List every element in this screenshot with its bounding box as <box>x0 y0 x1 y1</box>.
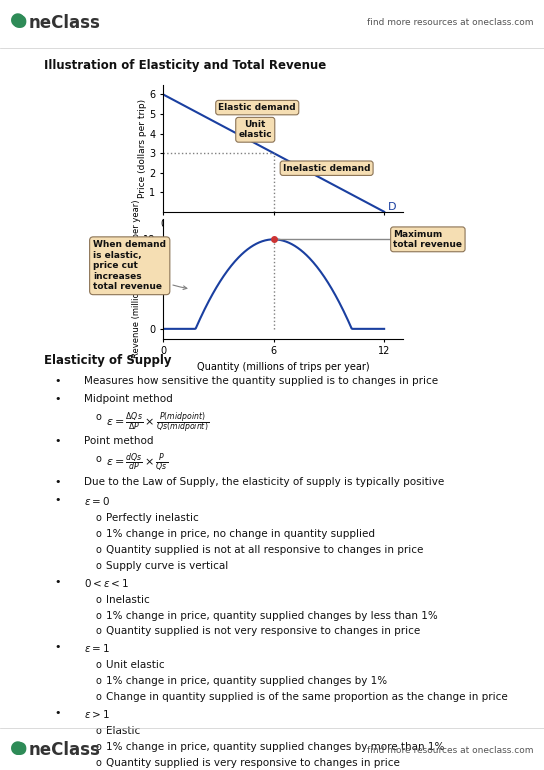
Text: When demand
is elastic,
price cut
increases
total revenue: When demand is elastic, price cut increa… <box>93 240 187 291</box>
Text: O: O <box>11 742 26 759</box>
Text: o: o <box>95 561 101 571</box>
Text: neClass: neClass <box>29 14 101 32</box>
Text: Midpoint method: Midpoint method <box>84 394 173 404</box>
Text: •: • <box>54 477 61 487</box>
Text: o: o <box>95 742 101 752</box>
Text: o: o <box>95 726 101 736</box>
Text: Point method: Point method <box>84 436 154 446</box>
X-axis label: Quantity (millions of trips per year): Quantity (millions of trips per year) <box>196 362 369 372</box>
Text: Unit
elastic: Unit elastic <box>238 120 272 139</box>
Text: Illustration of Elasticity and Total Revenue: Illustration of Elasticity and Total Rev… <box>44 59 326 72</box>
Text: ●: ● <box>10 739 26 757</box>
Text: ●: ● <box>10 11 26 29</box>
Text: o: o <box>95 529 101 539</box>
Text: Elastic demand: Elastic demand <box>219 103 296 112</box>
Text: Elastic: Elastic <box>106 726 140 736</box>
Text: o: o <box>95 545 101 555</box>
Text: Measures how sensitive the quantity supplied is to changes in price: Measures how sensitive the quantity supp… <box>84 376 438 386</box>
Text: Inelastic demand: Inelastic demand <box>283 164 370 172</box>
Text: Due to the Law of Supply, the elasticity of supply is typically positive: Due to the Law of Supply, the elasticity… <box>84 477 444 487</box>
Y-axis label: Price (dollars per trip): Price (dollars per trip) <box>138 99 146 198</box>
Text: $0 < \varepsilon < 1$: $0 < \varepsilon < 1$ <box>84 577 129 588</box>
Text: 1% change in price, quantity supplied changes by 1%: 1% change in price, quantity supplied ch… <box>106 676 387 686</box>
Text: $\varepsilon = \frac{\Delta Qs}{\Delta P} \times \frac{P(midpoint)}{Qs(midpoint): $\varepsilon = \frac{\Delta Qs}{\Delta P… <box>106 410 209 436</box>
Text: find more resources at oneclass.com: find more resources at oneclass.com <box>367 745 533 755</box>
Text: o: o <box>95 514 101 524</box>
Text: o: o <box>95 758 101 768</box>
Text: D: D <box>388 202 397 212</box>
Text: o: o <box>95 594 101 604</box>
Text: Elasticity of Supply: Elasticity of Supply <box>44 354 171 367</box>
Text: •: • <box>54 376 61 386</box>
Text: $\varepsilon = 1$: $\varepsilon = 1$ <box>84 642 110 654</box>
Text: Maximum
total revenue: Maximum total revenue <box>393 229 462 249</box>
Text: Quantity supplied is not at all responsive to changes in price: Quantity supplied is not at all responsi… <box>106 545 423 555</box>
Text: o: o <box>95 661 101 671</box>
Text: •: • <box>54 436 61 446</box>
Text: o: o <box>95 627 101 637</box>
Text: •: • <box>54 577 61 587</box>
Text: o: o <box>95 676 101 686</box>
Y-axis label: Revenue (millions of dollars per year): Revenue (millions of dollars per year) <box>132 200 140 358</box>
Text: 1% change in price, quantity supplied changes by more than 1%: 1% change in price, quantity supplied ch… <box>106 742 444 752</box>
Text: neClass: neClass <box>29 742 101 759</box>
Text: o: o <box>95 454 101 464</box>
Text: •: • <box>54 708 61 718</box>
Text: $\varepsilon = 0$: $\varepsilon = 0$ <box>84 495 110 507</box>
Text: find more resources at oneclass.com: find more resources at oneclass.com <box>367 18 533 27</box>
Text: 1% change in price, no change in quantity supplied: 1% change in price, no change in quantit… <box>106 529 375 539</box>
Text: o: o <box>95 412 101 422</box>
Text: O: O <box>11 14 26 32</box>
Text: Unit elastic: Unit elastic <box>106 661 165 671</box>
Text: Quantity supplied is not very responsive to changes in price: Quantity supplied is not very responsive… <box>106 627 421 637</box>
Text: $\varepsilon > 1$: $\varepsilon > 1$ <box>84 708 110 720</box>
Text: o: o <box>95 692 101 702</box>
Text: $\varepsilon = \frac{dQs}{dP} \times \frac{P}{Qs}$: $\varepsilon = \frac{dQs}{dP} \times \fr… <box>106 452 168 475</box>
Text: Supply curve is vertical: Supply curve is vertical <box>106 561 228 571</box>
Text: 1% change in price, quantity supplied changes by less than 1%: 1% change in price, quantity supplied ch… <box>106 611 438 621</box>
Text: Change in quantity supplied is of the same proportion as the change in price: Change in quantity supplied is of the sa… <box>106 692 508 702</box>
Text: •: • <box>54 642 61 652</box>
Text: o: o <box>95 611 101 621</box>
Text: Perfectly inelastic: Perfectly inelastic <box>106 514 199 524</box>
Text: Inelastic: Inelastic <box>106 594 150 604</box>
Text: Quantity supplied is very responsive to changes in price: Quantity supplied is very responsive to … <box>106 758 400 768</box>
Text: •: • <box>54 495 61 505</box>
Text: •: • <box>54 394 61 404</box>
